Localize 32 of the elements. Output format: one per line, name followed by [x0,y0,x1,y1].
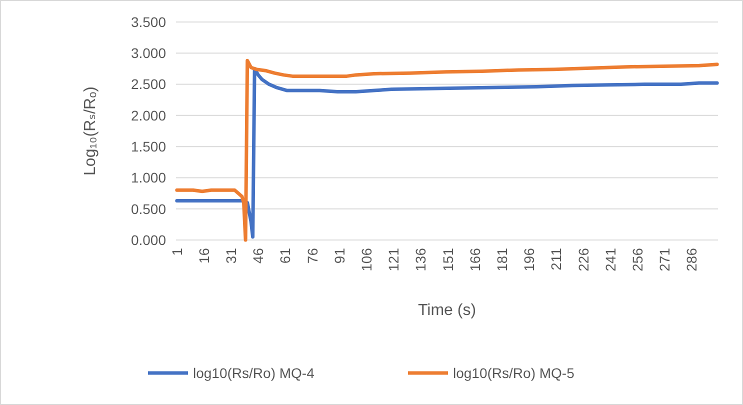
x-tick-label: 151 [440,248,456,272]
x-tick-label: 256 [630,248,646,272]
x-tick-label: 106 [358,248,375,272]
y-axis-title: Log₁₀(Rₛ/Rₒ) [82,86,99,176]
x-tick-label: 121 [386,248,402,272]
x-tick-label: 196 [521,248,538,272]
x-tick-label: 166 [466,248,483,272]
legend-label: log10(Rs/Ro) MQ-5 [453,364,575,381]
x-tick-label: 91 [331,248,348,264]
y-tick-label: 1.500 [130,138,166,154]
y-tick-label: 3.500 [130,14,166,30]
y-tick-label: 0.500 [130,200,166,217]
x-tick-label: 136 [412,248,429,272]
x-tick-label: 286 [684,248,700,272]
x-tick-label: 181 [494,248,510,272]
x-tick-label: 76 [304,248,320,264]
x-tick-label: 46 [250,248,266,264]
y-tick-label: 1.000 [130,170,166,186]
x-tick-label: 271 [656,248,673,272]
y-tick-label: 2.000 [130,107,166,124]
x-tick-label: 16 [196,248,212,264]
x-tick-label: 211 [548,248,564,270]
x-tick-label: 226 [575,248,592,272]
y-tick-label: 3.000 [130,45,166,62]
x-tick-label: 241 [602,248,618,272]
x-axis-title: Time (s) [418,302,476,319]
y-tick-label: 2.500 [130,76,166,92]
x-tick-label: 1 [168,248,185,256]
x-tick-label: 61 [277,248,294,264]
x-tick-label: 31 [223,248,240,264]
legend-label: log10(Rs/Ro) MQ-4 [193,364,315,381]
y-tick-label: 0.000 [130,232,166,248]
